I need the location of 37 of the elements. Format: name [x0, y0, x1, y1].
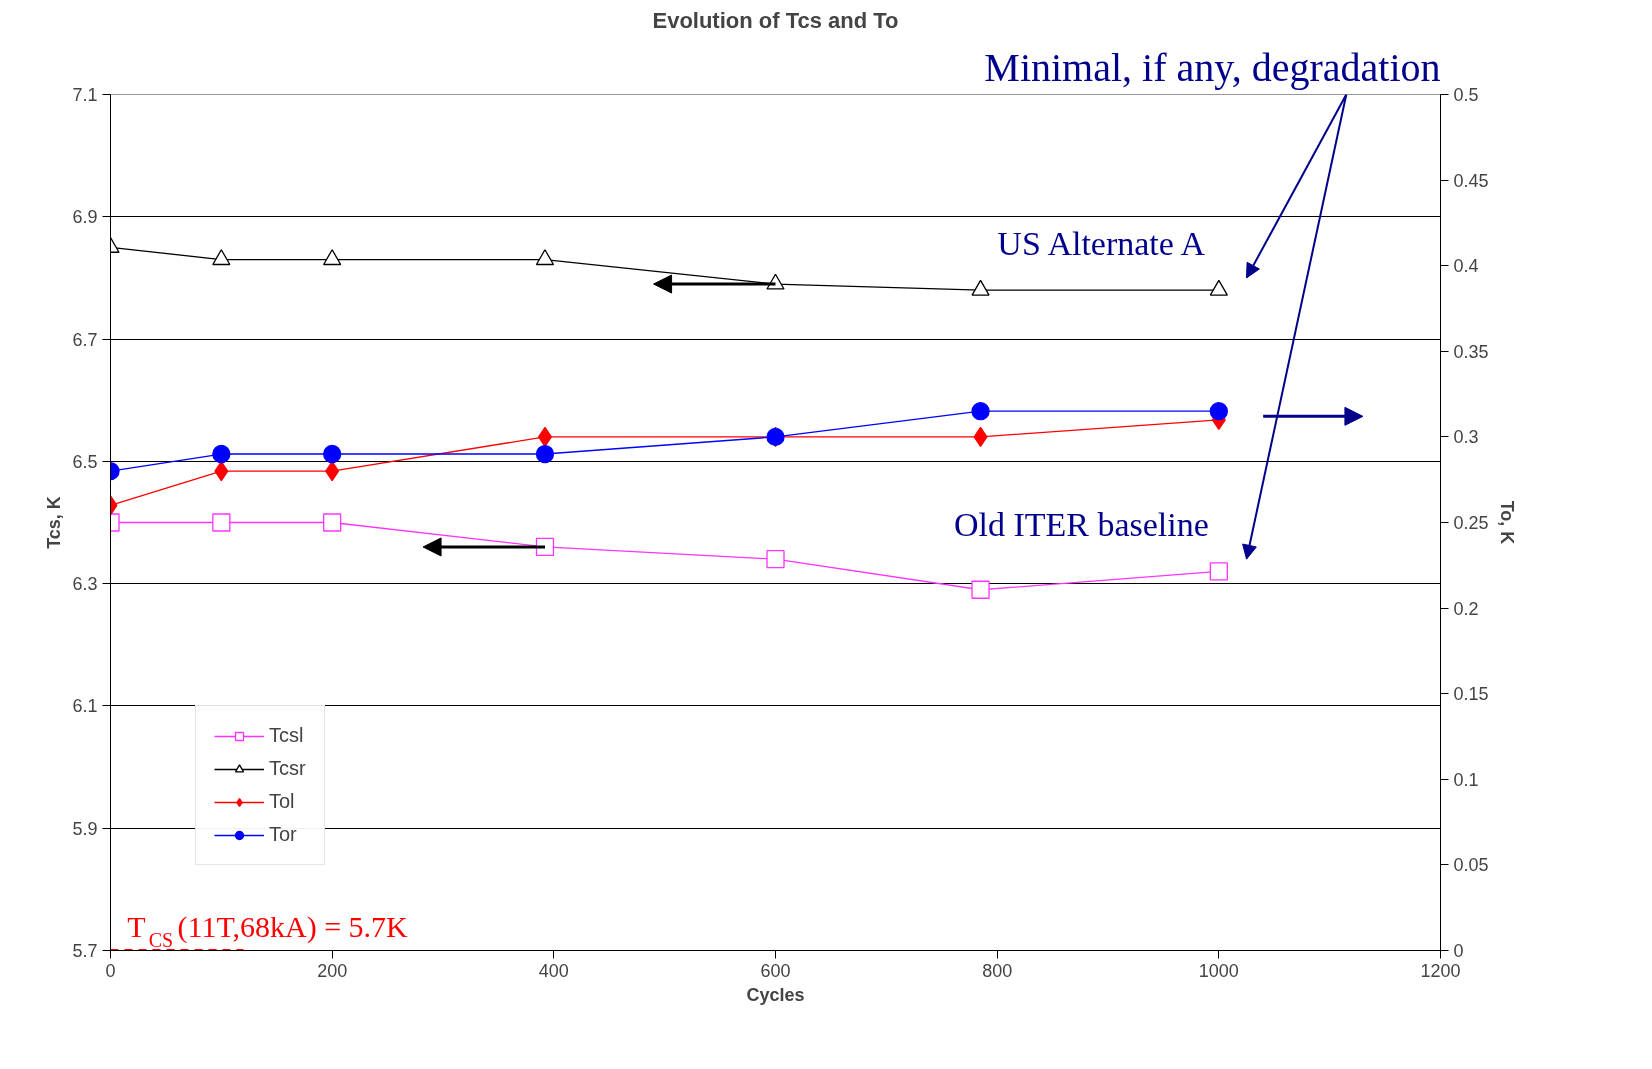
y-tick-label: 5.9 [72, 818, 98, 839]
x-axis-title: Cycles [746, 984, 805, 1005]
y2-tick-label: 0.45 [1453, 170, 1489, 191]
chart-title: Evolution of Tcs and To [652, 7, 899, 33]
x-tick-label: 1200 [1420, 960, 1461, 981]
y-tick-label: 7.1 [72, 85, 98, 105]
x-tick-label: 400 [538, 960, 569, 981]
y2-tick-label: 0.35 [1453, 341, 1489, 362]
annotation: US Alternate A [997, 225, 1206, 263]
y-tick-label: 6.9 [72, 207, 98, 228]
legend-label: Tcsl [269, 724, 304, 747]
y-tick-label: 6.7 [72, 329, 98, 350]
legend-label: Tol [269, 790, 295, 813]
y2-tick-label: 0.5 [1453, 85, 1479, 105]
y-tick-label: 6.3 [72, 574, 98, 595]
y-tick-label: 6.1 [72, 696, 98, 717]
y-tick-label: 6.5 [72, 451, 98, 472]
x-tick-label: 200 [317, 960, 348, 981]
y2-tick-label: 0.4 [1453, 256, 1479, 277]
annotation: Old ITER baseline [953, 506, 1209, 544]
y-axis-title: Tcs, K [44, 496, 65, 549]
y2-axis-title: To, K [1496, 500, 1517, 545]
x-tick-label: 800 [982, 960, 1013, 981]
y2-tick-label: 0.05 [1453, 855, 1489, 876]
text: Minimal, if any, degradation [984, 44, 1441, 90]
y2-tick-label: 0.25 [1453, 513, 1489, 533]
legend-label: Tor [269, 823, 297, 846]
x-tick-label: 0 [105, 960, 116, 981]
y2-tick-label: 0.2 [1453, 598, 1479, 619]
x-tick-label: 600 [760, 960, 791, 981]
y2-tick-label: 0.3 [1453, 427, 1479, 448]
x-tick-label: 1000 [1198, 960, 1239, 981]
y-tick-label: 5.7 [72, 941, 98, 961]
y2-tick-label: 0.1 [1453, 769, 1479, 790]
y2-tick-label: 0 [1453, 941, 1464, 961]
legend-label: Tcsr [269, 757, 306, 780]
y2-tick-label: 0.15 [1453, 684, 1489, 705]
